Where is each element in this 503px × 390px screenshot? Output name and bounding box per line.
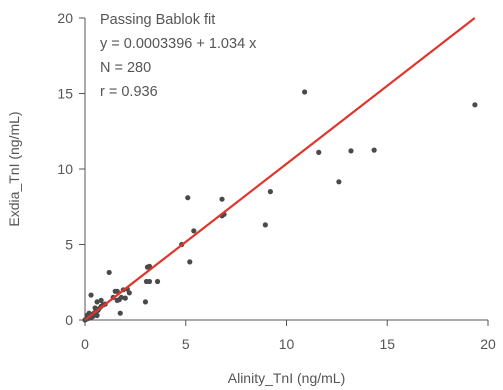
data-point: [114, 288, 120, 294]
data-points: [82, 89, 478, 323]
x-tick-label: 5: [182, 336, 190, 352]
data-point: [88, 292, 94, 298]
fit-line: [84, 17, 476, 321]
data-point: [94, 312, 100, 319]
fit-annotation: Passing Bablok fit y = 0.0003396 + 1.034 …: [100, 12, 257, 100]
ticks: 0 5 10 15 20 0 5 10 15 20: [57, 10, 496, 352]
data-point: [106, 269, 112, 276]
x-tick-label: 15: [379, 336, 395, 352]
y-tick-label: 5: [65, 237, 73, 253]
y-tick-label: 15: [57, 86, 73, 102]
annotation-line: r = 0.936: [100, 84, 158, 100]
data-point: [348, 148, 354, 154]
data-point: [126, 290, 132, 296]
annotation-line: Passing Bablok fit: [100, 12, 215, 28]
data-point: [122, 295, 128, 301]
annotation-line: y = 0.0003396 + 1.034 x: [100, 36, 257, 52]
data-point: [267, 189, 273, 195]
y-axis-label: Exdia_TnI (ng/mL): [6, 111, 22, 226]
data-point: [146, 278, 153, 285]
x-tick-label: 0: [81, 336, 89, 352]
x-tick-label: 10: [279, 336, 295, 352]
data-point: [191, 228, 197, 234]
data-point: [336, 179, 342, 185]
data-point: [316, 149, 322, 155]
y-tick-label: 10: [57, 161, 73, 177]
data-point: [472, 102, 478, 108]
data-point: [302, 89, 308, 95]
data-point: [92, 305, 98, 311]
y-tick-label: 20: [57, 10, 73, 26]
x-axis-label: Alinity_TnI (ng/mL): [228, 370, 345, 386]
y-tick-label: 0: [65, 312, 73, 328]
data-point: [117, 310, 123, 316]
data-point: [371, 147, 377, 153]
data-point: [142, 299, 149, 305]
data-point: [94, 299, 100, 305]
x-tick-label: 20: [480, 336, 496, 352]
data-point: [154, 278, 161, 285]
data-point: [219, 196, 225, 202]
data-point: [185, 195, 191, 201]
data-point: [262, 222, 268, 228]
data-point: [187, 259, 193, 265]
data-point: [118, 294, 124, 300]
annotation-line: N = 280: [100, 60, 151, 76]
data-point: [98, 297, 104, 303]
